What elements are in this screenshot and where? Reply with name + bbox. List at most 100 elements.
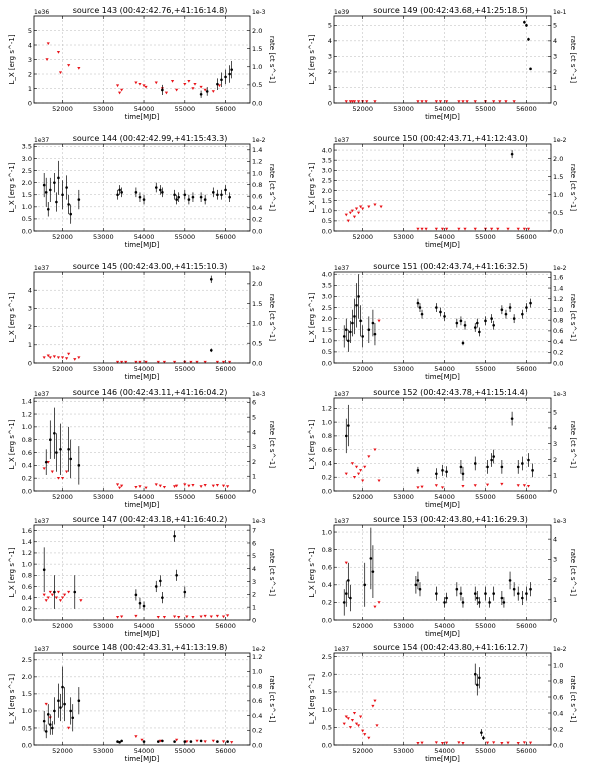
upper-limit-marker <box>156 616 160 619</box>
left-axis-exponent: 1e37 <box>334 646 349 653</box>
x-tick-label: 53000 <box>393 493 414 501</box>
upper-limit-marker <box>377 601 381 604</box>
right-y-tick-label: 4 <box>252 565 256 573</box>
upper-limit-marker <box>50 470 54 474</box>
detection-point <box>527 458 530 462</box>
detection-point <box>500 596 504 600</box>
x-tick-label: 54000 <box>134 622 155 630</box>
y-tick-label: 0.5 <box>322 348 332 356</box>
upper-limit-marker <box>373 100 377 103</box>
detection-point <box>67 203 70 206</box>
right-y-tick-label: 1.0 <box>553 306 563 314</box>
upper-limit-marker <box>56 356 61 360</box>
x-axis-label: time[MJD] <box>425 630 460 638</box>
lightcurve-panel-6: 52000 53000 54000 55000 56000 0.0 0.5 1.0 1.5 2.0… <box>308 262 577 381</box>
y-tick-label: 2.5 <box>22 167 32 175</box>
detection-point <box>347 579 350 582</box>
y-tick-label: 0.0 <box>22 227 32 235</box>
y-tick-label: 4 <box>28 287 32 295</box>
detection-point <box>69 457 72 461</box>
upper-limit-marker <box>67 726 71 730</box>
detection-point <box>529 67 532 71</box>
detection-point <box>371 570 375 573</box>
plot-frame <box>33 652 251 746</box>
right-y-tick-label: 1.0 <box>553 661 563 669</box>
y-tick-label: 1.2 <box>22 549 32 557</box>
x-tick-label: 56000 <box>215 365 236 373</box>
right-y-tick-label: 1.0 <box>252 320 262 328</box>
upper-limit-marker <box>444 100 449 103</box>
detection-point <box>521 596 524 600</box>
right-y-tick-label: 0.4 <box>553 709 563 717</box>
x-tick-label: 56000 <box>516 747 537 755</box>
upper-limit-marker <box>42 593 46 597</box>
y-axis-label: L_X [erg s^-1] <box>308 292 316 342</box>
upper-limit-marker <box>457 227 461 231</box>
detection-point <box>205 90 209 93</box>
x-axis-label: time[MJD] <box>425 373 460 381</box>
right-y-tick-label: 4 <box>553 535 557 543</box>
y-tick-label: 1.0 <box>322 528 332 536</box>
upper-limit-marker <box>526 227 531 231</box>
right-y-tick-label: 4 <box>252 428 256 436</box>
detection-point <box>161 596 164 599</box>
panel-title: source 152 (00:42:43.78,+41:15:14.4) <box>373 388 528 397</box>
right-y-tick-label: 0.0 <box>553 741 563 749</box>
detection-point <box>46 207 50 211</box>
x-tick-label: 52000 <box>52 105 73 113</box>
right-y-tick-label: 5 <box>553 408 557 416</box>
upper-limit-marker <box>46 596 50 600</box>
left-axis-exponent: 1e39 <box>334 9 349 16</box>
upper-limit-marker <box>473 227 477 231</box>
detection-point <box>508 306 512 309</box>
upper-limit-marker <box>187 80 191 83</box>
left-axis-exponent: 1e37 <box>334 518 349 525</box>
upper-limit-marker <box>162 360 167 364</box>
y-axis-label: L_X [erg s^-1] <box>308 419 316 469</box>
upper-limit-marker <box>144 85 148 89</box>
detection-point <box>212 191 215 194</box>
detection-point <box>77 464 81 467</box>
y-tick-label: 0.0 <box>322 359 332 367</box>
x-tick-label: 55000 <box>174 233 195 241</box>
right-y-tick-label: 5 <box>252 552 256 560</box>
detection-point <box>443 315 446 318</box>
x-tick-label: 53000 <box>93 105 114 113</box>
upper-limit-marker <box>58 71 63 75</box>
upper-limit-marker <box>203 614 207 618</box>
detection-point <box>349 596 352 600</box>
upper-limit-marker <box>350 100 355 103</box>
detection-point <box>439 310 442 314</box>
right-y-tick-label: 1 <box>553 472 557 480</box>
upper-limit-marker <box>225 614 230 618</box>
detection-point <box>199 93 203 96</box>
x-axis-label: time[MJD] <box>425 113 460 121</box>
detection-point <box>521 462 524 465</box>
detection-point <box>161 88 164 92</box>
upper-limit-marker <box>473 100 477 103</box>
y-tick-label: 0.4 <box>322 460 332 468</box>
right-y-axis-label: rate [ct s^-1] <box>268 294 276 341</box>
detection-point <box>359 319 362 323</box>
x-tick-label: 52000 <box>352 105 373 113</box>
upper-limit-marker <box>154 81 158 85</box>
right-y-tick-label: 3 <box>252 578 256 586</box>
panel-title: source 153 (00:42:43.80,+41:16:29.3) <box>373 515 528 524</box>
detection-point <box>512 317 516 320</box>
right-y-tick-label: 0.6 <box>553 327 563 335</box>
x-tick-label: 56000 <box>215 747 236 755</box>
x-axis-label: time[MJD] <box>125 241 160 249</box>
detection-point <box>228 72 231 76</box>
upper-limit-marker <box>58 599 63 602</box>
detection-point <box>347 424 350 427</box>
lightcurve-panel-5: 52000 53000 54000 55000 56000 0 1 2 3 4 0.0 0.5 1.0 1… <box>8 262 276 381</box>
detection-point <box>183 590 187 594</box>
upper-limit-marker <box>77 356 81 360</box>
right-y-tick-label: 0.0 <box>252 359 262 367</box>
upper-limit-marker <box>354 722 359 726</box>
upper-limit-marker <box>115 84 120 88</box>
x-tick-label: 55000 <box>174 365 195 373</box>
detection-point <box>42 719 46 723</box>
right-y-tick-label: 4 <box>553 37 557 45</box>
y-tick-label: 3 <box>28 56 32 64</box>
